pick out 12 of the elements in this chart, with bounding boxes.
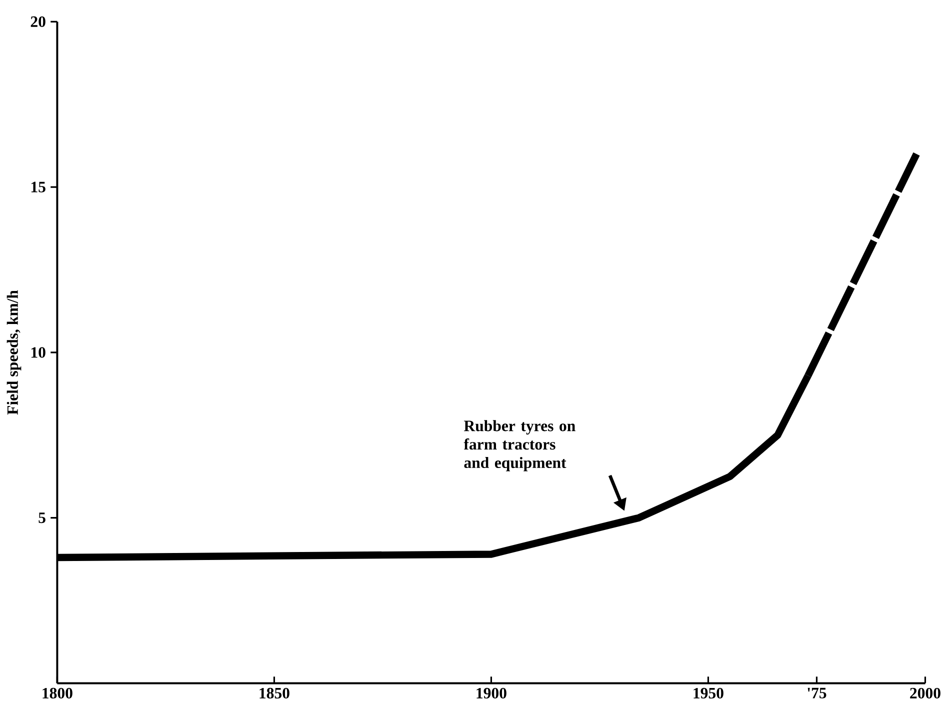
x-tick-label: 1950 [694,688,724,698]
x-tick-label: 2000 [910,688,940,698]
annotation: Rubber tyres on farm tractors and equipment [464,420,576,472]
x-tick-label: '75 [808,688,826,698]
y-tick-label: 10 [31,347,46,358]
y-tick-label: 20 [30,16,46,27]
y-tick-label: 15 [31,182,46,192]
x-tick-label: 1850 [260,688,290,698]
x-tick-label: 1900 [476,688,506,698]
y-tick-label: 5 [38,512,46,523]
x-tick-label: 1800 [42,688,72,698]
y-axis-title: Field speeds, km/h [6,290,22,415]
